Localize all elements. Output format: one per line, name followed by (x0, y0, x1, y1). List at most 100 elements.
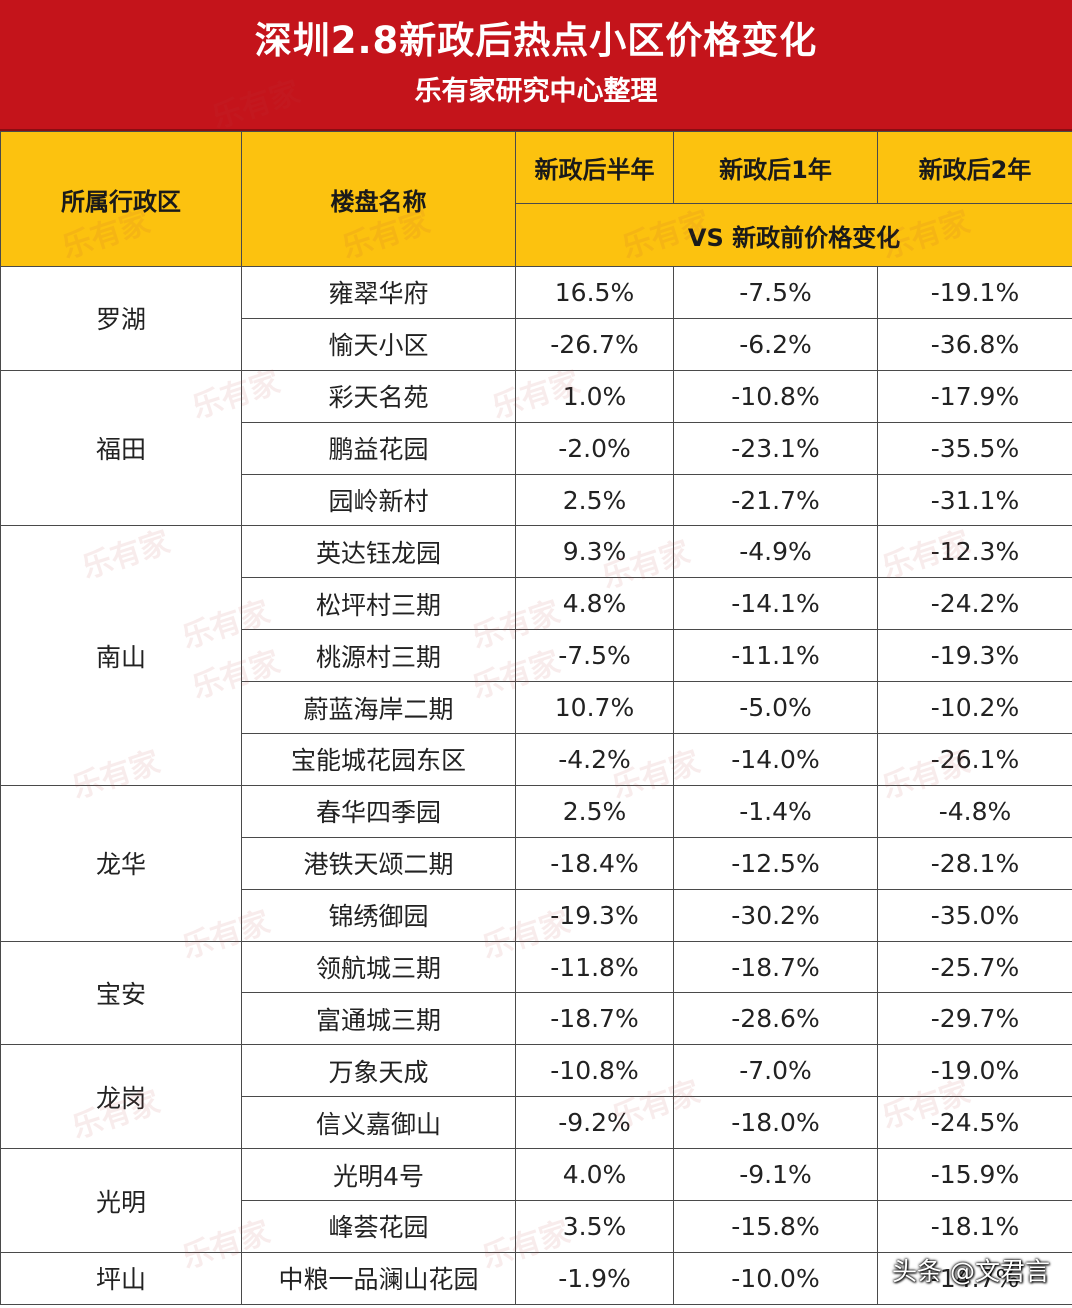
district-cell: 龙华 (0, 784, 242, 942)
two-year-cell: -35.0% (877, 888, 1072, 942)
project-cell: 彩天名苑 (241, 369, 516, 423)
two-year-cell: -25.7% (877, 940, 1072, 994)
table-row: 桃源村三期 -7.5% -11.1% -19.3% (1, 629, 1072, 683)
half-year-cell: -2.0% (515, 421, 674, 475)
one-year-cell: -23.1% (673, 421, 878, 475)
table-row: 园岭新村 2.5% -21.7% -31.1% (1, 473, 1072, 527)
two-year-cell: -10.2% (877, 681, 1072, 735)
project-cell: 领航城三期 (241, 940, 516, 994)
district-cell: 坪山 (0, 1251, 242, 1305)
one-year-cell: -1.4% (673, 784, 878, 838)
half-year-cell: 4.0% (515, 1148, 674, 1202)
two-year-cell: -24.5% (877, 1096, 1072, 1150)
two-year-cell: -31.1% (877, 473, 1072, 527)
one-year-cell: -15.8% (673, 1200, 878, 1253)
project-cell: 光明4号 (241, 1148, 516, 1202)
project-cell: 信义嘉御山 (241, 1096, 516, 1150)
district-cell: 罗湖 (0, 266, 242, 371)
table-row: 龙岗 万象天成 -10.8% -7.0% -19.0% (0, 1044, 1072, 1150)
header-district: 所属行政区 (0, 131, 242, 267)
half-year-cell: -1.9% (515, 1251, 674, 1305)
header-compare: VS 新政前价格变化 (515, 203, 1072, 267)
two-year-cell: -17.9% (877, 369, 1072, 423)
district-cell: 宝安 (0, 940, 242, 1046)
two-year-cell: -19.1% (877, 266, 1072, 319)
table-row: 鹏益花园 -2.0% -23.1% -35.5% (1, 421, 1072, 475)
header-project: 楼盘名称 (241, 131, 516, 267)
half-year-cell: 16.5% (515, 266, 674, 319)
table-body: 罗湖 雍翠华府 16.5% -7.5% -19.1% 愉天小区 -26.7% -6.2% -36… (0, 266, 1072, 1305)
project-cell: 英达钰龙园 (241, 525, 516, 579)
project-cell: 宝能城花园东区 (241, 733, 516, 786)
half-year-cell: 10.7% (515, 681, 674, 735)
project-cell: 锦绣御园 (241, 888, 516, 942)
half-year-cell: 2.5% (515, 473, 674, 527)
table-row: 罗湖 雍翠华府 16.5% -7.5% -19.1% (0, 266, 1072, 371)
table-row: 蔚蓝海岸二期 10.7% -5.0% -10.2% (1, 681, 1072, 735)
half-year-cell: -9.2% (515, 1096, 674, 1150)
table-row: 南山 英达钰龙园 9.3% -4.9% -12.3% (0, 525, 1072, 786)
project-cell: 富通城三期 (241, 992, 516, 1046)
half-year-cell: -4.2% (515, 733, 674, 786)
project-cell: 雍翠华府 (241, 266, 516, 319)
one-year-cell: -11.1% (673, 629, 878, 683)
one-year-cell: -7.5% (673, 266, 878, 319)
table-row: 宝能城花园东区 -4.2% -14.0% -26.1% (1, 733, 1072, 786)
footer-credit: 头条 @文君言 (892, 1257, 1050, 1286)
two-year-cell: -19.0% (877, 1044, 1072, 1098)
district-cell: 福田 (0, 369, 242, 527)
half-year-cell: -18.7% (515, 992, 674, 1046)
two-year-cell: -26.1% (877, 733, 1072, 786)
half-year-cell: -11.8% (515, 940, 674, 994)
page-title: 深圳2.8新政后热点小区价格变化 (254, 19, 818, 62)
table-row: 峰荟花园 3.5% -15.8% -18.1% (1, 1200, 1072, 1253)
price-change-table: 所属行政区 楼盘名称 新政后半年 新政后1年 新政后2年 VS 新政前价格变化 … (0, 131, 1072, 1305)
one-year-cell: -10.0% (673, 1251, 878, 1305)
table-row: 宝安 领航城三期 -11.8% -18.7% -25.7% (0, 940, 1072, 1046)
half-year-cell: 1.0% (515, 369, 674, 423)
project-cell: 春华四季园 (241, 784, 516, 838)
one-year-cell: -14.1% (673, 577, 878, 631)
half-year-cell: -19.3% (515, 888, 674, 942)
project-cell: 港铁天颂二期 (241, 836, 516, 890)
one-year-cell: -4.9% (673, 525, 878, 579)
two-year-cell: -18.1% (877, 1200, 1072, 1253)
header-one-year: 新政后1年 (673, 131, 878, 204)
half-year-cell: -10.8% (515, 1044, 674, 1098)
project-cell: 万象天成 (241, 1044, 516, 1098)
project-cell: 鹏益花园 (241, 421, 516, 475)
one-year-cell: -18.0% (673, 1096, 878, 1150)
two-year-cell: -28.1% (877, 836, 1072, 890)
title-banner: 深圳2.8新政后热点小区价格变化 乐有家研究中心整理 (0, 0, 1072, 131)
two-year-cell: -35.5% (877, 421, 1072, 475)
two-year-cell: -24.2% (877, 577, 1072, 631)
project-cell: 松坪村三期 (241, 577, 516, 631)
project-cell: 园岭新村 (241, 473, 516, 527)
two-year-cell: -14.7% (877, 1251, 1072, 1305)
table-row: 福田 彩天名苑 1.0% -10.8% -17.9% (0, 369, 1072, 527)
one-year-cell: -12.5% (673, 836, 878, 890)
table-row: 港铁天颂二期 -18.4% -12.5% -28.1% (1, 836, 1072, 890)
half-year-cell: -18.4% (515, 836, 674, 890)
district-cell: 光明 (0, 1148, 242, 1253)
table-row: 愉天小区 -26.7% -6.2% -36.8% (1, 317, 1072, 371)
two-year-cell: -4.8% (877, 784, 1072, 838)
one-year-cell: -10.8% (673, 369, 878, 423)
one-year-cell: -30.2% (673, 888, 878, 942)
project-cell: 桃源村三期 (241, 629, 516, 683)
one-year-cell: -7.0% (673, 1044, 878, 1098)
district-cell: 龙岗 (0, 1044, 242, 1150)
table-row: 龙华 春华四季园 2.5% -1.4% -4.8% (0, 784, 1072, 942)
one-year-cell: -21.7% (673, 473, 878, 527)
half-year-cell: 9.3% (515, 525, 674, 579)
table-row: 坪山 中粮一品澜山花园 -1.9% -10.0% -14.7% (0, 1251, 1072, 1305)
one-year-cell: -14.0% (673, 733, 878, 786)
two-year-cell: -15.9% (877, 1148, 1072, 1202)
district-cell: 南山 (0, 525, 242, 786)
one-year-cell: -9.1% (673, 1148, 878, 1202)
header-half-year: 新政后半年 (515, 131, 674, 204)
two-year-cell: -12.3% (877, 525, 1072, 579)
one-year-cell: -28.6% (673, 992, 878, 1046)
one-year-cell: -6.2% (673, 317, 878, 371)
